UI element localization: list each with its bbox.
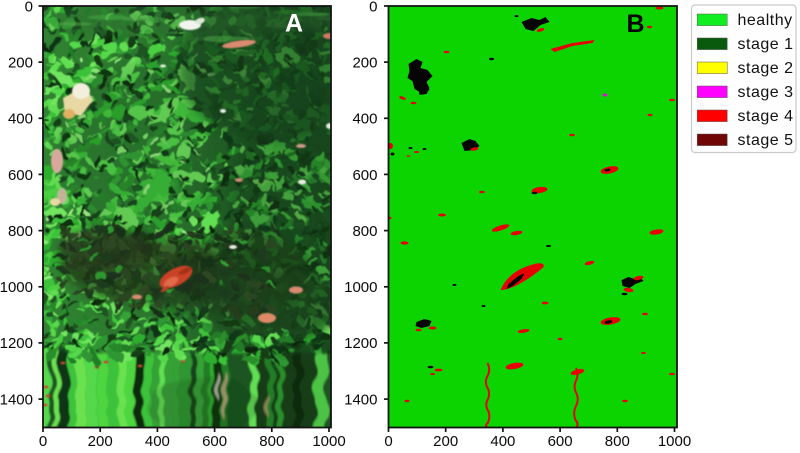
svg-text:800: 800 <box>605 433 630 448</box>
svg-text:600: 600 <box>352 167 377 184</box>
svg-text:400: 400 <box>490 433 515 448</box>
svg-text:600: 600 <box>548 433 573 448</box>
svg-text:stage 5: stage 5 <box>738 132 794 149</box>
svg-text:800: 800 <box>8 223 33 240</box>
svg-text:0: 0 <box>384 433 392 448</box>
svg-text:healthy: healthy <box>738 12 793 29</box>
svg-text:1400: 1400 <box>344 391 377 408</box>
svg-text:0: 0 <box>25 0 33 15</box>
svg-text:stage 3: stage 3 <box>738 84 794 101</box>
svg-text:200: 200 <box>88 433 113 448</box>
svg-text:400: 400 <box>8 111 33 128</box>
svg-text:1200: 1200 <box>0 335 33 352</box>
svg-text:1200: 1200 <box>344 335 377 352</box>
svg-text:1000: 1000 <box>0 279 33 296</box>
svg-text:stage 4: stage 4 <box>738 108 794 125</box>
svg-text:1000: 1000 <box>312 433 345 448</box>
svg-text:1000: 1000 <box>658 433 691 448</box>
svg-text:400: 400 <box>145 433 170 448</box>
svg-text:stage 1: stage 1 <box>738 36 794 53</box>
svg-text:800: 800 <box>352 223 377 240</box>
svg-text:200: 200 <box>352 55 377 72</box>
svg-text:200: 200 <box>433 433 458 448</box>
svg-text:400: 400 <box>352 111 377 128</box>
svg-text:600: 600 <box>8 167 33 184</box>
svg-text:200: 200 <box>8 55 33 72</box>
svg-text:0: 0 <box>369 0 377 15</box>
svg-text:B: B <box>626 10 644 38</box>
svg-text:A: A <box>285 10 303 38</box>
svg-text:0: 0 <box>39 433 47 448</box>
svg-text:800: 800 <box>259 433 284 448</box>
svg-text:600: 600 <box>202 433 227 448</box>
svg-text:1400: 1400 <box>0 391 33 408</box>
svg-text:stage 2: stage 2 <box>738 60 794 77</box>
svg-text:1000: 1000 <box>344 279 377 296</box>
